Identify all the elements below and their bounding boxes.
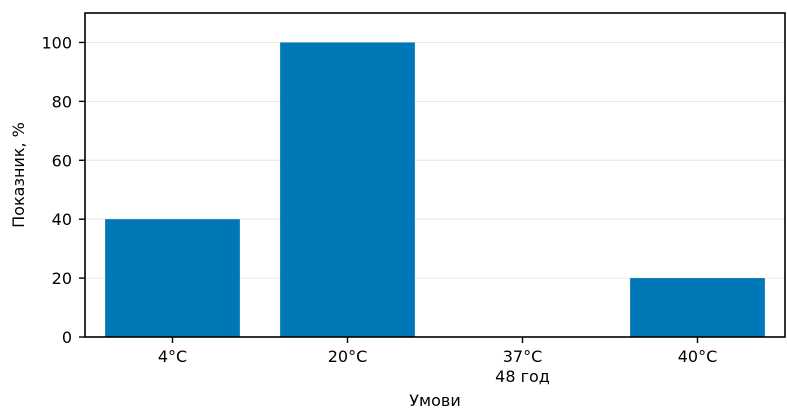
y-tick-label: 40 (52, 210, 72, 229)
y-tick-label: 100 (41, 33, 72, 52)
y-axis-ticks: 0 20 40 60 80 100 (41, 33, 85, 347)
y-tick-label: 60 (52, 151, 72, 170)
y-axis-title: Показник, % (9, 122, 28, 228)
x-tick-label: 40°C (678, 347, 718, 366)
x-tick-label: 20°C (328, 347, 368, 366)
x-axis-ticks: 4°C 20°C 37°C48 год 40°C (158, 337, 717, 386)
bars (105, 42, 765, 338)
x-tick-label: 37°C (503, 347, 543, 366)
bar (280, 42, 415, 338)
x-tick-label: 48 год (495, 367, 550, 386)
x-tick-label: 4°C (158, 347, 187, 366)
y-tick-label: 20 (52, 269, 72, 288)
x-axis-title: Умови (409, 391, 460, 410)
bar (630, 278, 765, 337)
bar (105, 219, 240, 337)
plot-frame (84, 12, 786, 338)
y-tick-label: 80 (52, 92, 72, 111)
y-tick-label: 0 (62, 328, 72, 347)
